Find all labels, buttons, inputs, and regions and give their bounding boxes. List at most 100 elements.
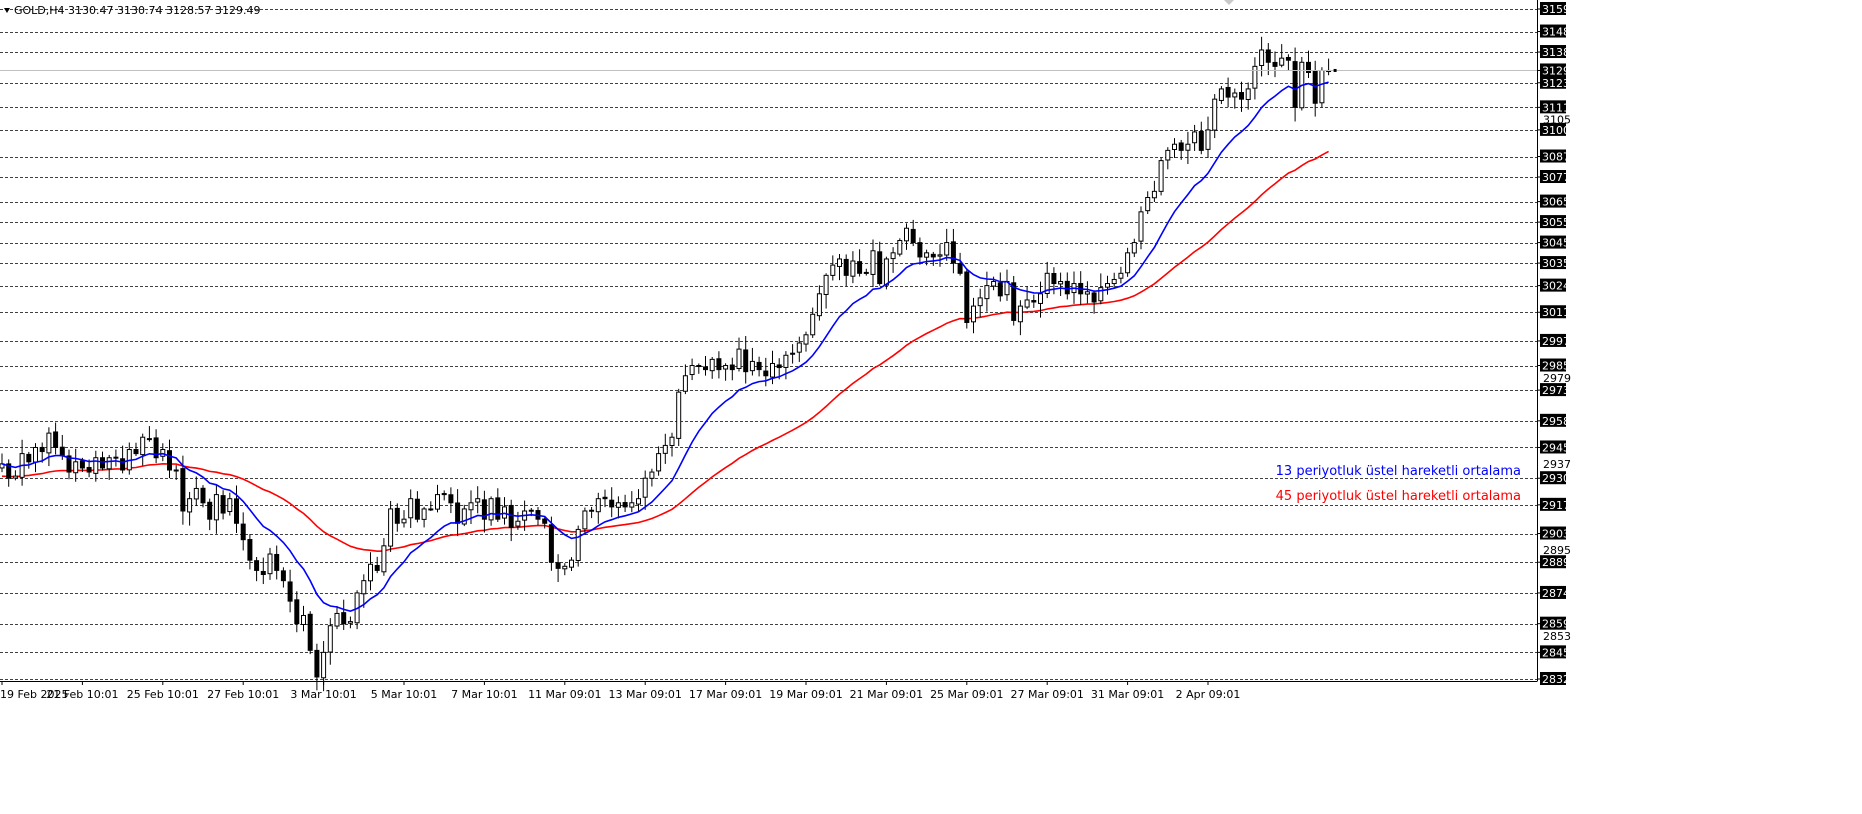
candle [1185, 131, 1191, 165]
candle-body-bull [770, 362, 775, 378]
candle-body-bull [689, 365, 695, 376]
candle-body-bull [73, 461, 79, 474]
candle [602, 489, 608, 508]
candle [642, 470, 648, 510]
price-tag-label: 2985 [1542, 360, 1570, 373]
candle-body-bear [930, 253, 936, 258]
candle [213, 485, 219, 534]
price-tag [1540, 333, 1566, 347]
candle [240, 512, 246, 551]
candle [167, 439, 172, 479]
price-tag [1540, 413, 1566, 427]
candle [971, 297, 976, 334]
triangle-down-icon[interactable] [4, 8, 10, 13]
candle-body-bear [729, 364, 735, 371]
candle-body-bull [723, 365, 729, 370]
candle [723, 363, 729, 381]
price-tag-label: 3138 [1542, 46, 1570, 59]
candle-body-bull [488, 498, 494, 521]
candle-body-bear [1178, 142, 1184, 151]
candle [562, 563, 568, 576]
candle [1319, 67, 1325, 108]
price-tag [1540, 24, 1566, 38]
candle [515, 511, 521, 530]
candle [649, 468, 655, 487]
candle-body-bull [1232, 92, 1238, 98]
legend-entry: 13 periyotluk üstel hareketli ortalama [1276, 464, 1521, 479]
candle-body-bull [823, 274, 829, 295]
price-tag-label: 2958 [1542, 415, 1570, 428]
indicator-legend: 13 periyotluk üstel hareketli ortalama 45… [1276, 464, 1521, 504]
candle-body-bull [1131, 242, 1137, 254]
candle-body-bear [548, 524, 554, 563]
candle-body-bear [528, 509, 534, 512]
candle-body-bull [870, 250, 876, 275]
price-tag-label: 3123 [1542, 77, 1570, 90]
time-label: 7 Mar 10:01 [451, 688, 517, 701]
candle-body-bear [180, 468, 186, 512]
candle [924, 249, 930, 266]
time-label: 17 Mar 09:01 [689, 688, 762, 701]
candle [595, 492, 601, 524]
candle [716, 351, 722, 379]
price-tag-label: 3111 [1542, 101, 1570, 114]
candle [287, 569, 293, 613]
candle [997, 272, 1003, 302]
candle-body-bull [12, 475, 18, 479]
candle [1151, 180, 1157, 202]
price-tag [1540, 616, 1566, 630]
candle [756, 356, 762, 377]
candle-body-bear [1306, 61, 1311, 74]
candle-body-bear [153, 437, 159, 459]
price-tag-label: 2832 [1542, 673, 1570, 686]
candle [441, 490, 447, 501]
candle-body-bull [461, 508, 467, 525]
candle-body-bear [26, 453, 32, 463]
candle [609, 487, 615, 518]
candle-body-bull [106, 457, 112, 470]
candle [1138, 206, 1144, 250]
candle [1225, 77, 1231, 108]
candle [850, 251, 856, 284]
price-tag [1540, 100, 1566, 114]
candle [488, 496, 494, 526]
candle [401, 510, 407, 528]
candle [374, 556, 380, 574]
candle-body-bear [314, 649, 320, 678]
candle [1218, 86, 1224, 105]
candle [280, 567, 286, 588]
price-tag-label: 2874 [1542, 587, 1570, 600]
candle-body-bull [904, 227, 909, 242]
candle [1158, 157, 1164, 196]
candle [796, 336, 802, 362]
candle-body-bear [455, 502, 461, 524]
candle-body-bull [1151, 190, 1157, 199]
candle-body-bear [280, 570, 286, 582]
candle-body-bull [515, 520, 521, 527]
candle-body-bull [991, 281, 997, 287]
price-tag-label: 2889 [1542, 556, 1570, 569]
candle [448, 487, 454, 514]
candle-body-bear [622, 502, 628, 508]
candle-body-bull [676, 391, 682, 439]
candle-body-bear [857, 261, 863, 274]
candle [133, 442, 139, 457]
candle [790, 344, 796, 364]
price-tag [1540, 555, 1566, 569]
candle-body-bull [696, 365, 702, 368]
scroll-marker-icon[interactable] [1224, 0, 1234, 5]
candle-body-bear [414, 498, 420, 520]
candle [334, 605, 340, 630]
candle-body-bull [1084, 291, 1090, 295]
candle-body-bear [1239, 92, 1244, 100]
candle-body-bull [1145, 197, 1151, 212]
price-tag-label: 3065 [1542, 196, 1570, 209]
candle [910, 219, 916, 247]
candle [1259, 36, 1265, 77]
candle-body-bear [374, 565, 380, 571]
legend-entry: 45 periyotluk üstel hareketli ortalama [1276, 489, 1521, 504]
candle [301, 605, 306, 632]
